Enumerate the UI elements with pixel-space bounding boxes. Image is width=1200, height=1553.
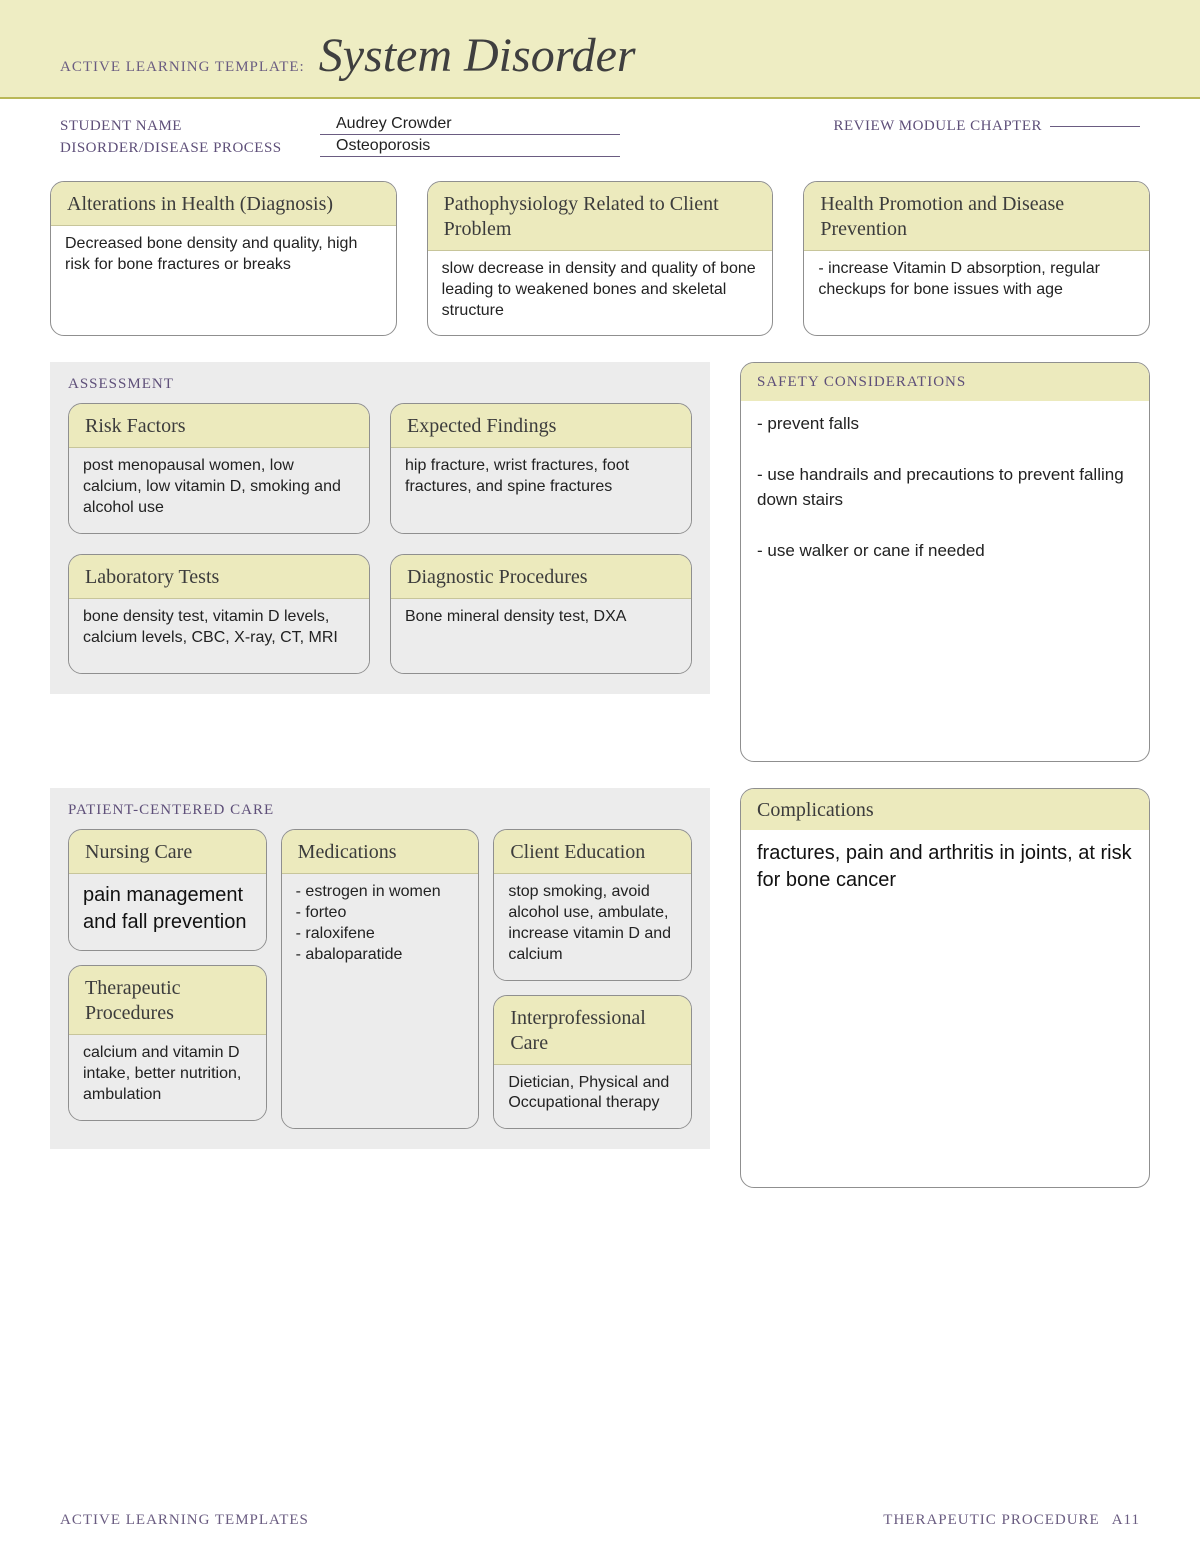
card-alterations: Alterations in Health (Diagnosis) Decrea…	[50, 181, 397, 336]
card-body[interactable]: Bone mineral density test, DXA	[391, 599, 691, 673]
footer: ACTIVE LEARNING TEMPLATES THERAPEUTIC PR…	[0, 1512, 1200, 1529]
card-therapeutic-procedures: Therapeutic Procedures calcium and vitam…	[68, 965, 267, 1120]
card-title: Expected Findings	[391, 404, 691, 448]
card-body[interactable]: bone density test, vitamin D levels, cal…	[69, 599, 369, 673]
card-body[interactable]: - prevent falls - use handrails and prec…	[741, 401, 1149, 762]
card-interprofessional-care: Interprofessional Care Dietician, Physic…	[493, 995, 692, 1130]
card-title: Health Promotion and Disease Prevention	[804, 182, 1149, 251]
card-body[interactable]: - estrogen in women - forteo - raloxifen…	[282, 874, 479, 1128]
student-name-field[interactable]: Audrey Crowder	[320, 115, 620, 135]
header-prefix: ACTIVE LEARNING TEMPLATE:	[60, 59, 305, 76]
card-complications: Complications fractures, pain and arthri…	[740, 788, 1150, 1188]
section-label: ASSESSMENT	[68, 376, 692, 393]
review-chapter-label: REVIEW MODULE CHAPTER	[833, 118, 1042, 135]
card-safety: SAFETY CONSIDERATIONS - prevent falls - …	[740, 362, 1150, 762]
card-title: Therapeutic Procedures	[69, 966, 266, 1035]
card-body[interactable]: pain management and fall prevention	[69, 874, 266, 950]
disorder-label: DISORDER/DISEASE PROCESS	[60, 140, 320, 157]
card-client-education: Client Education stop smoking, avoid alc…	[493, 829, 692, 980]
assessment-row: ASSESSMENT Risk Factors post menopausal …	[50, 362, 1150, 788]
student-name-label: STUDENT NAME	[60, 118, 320, 135]
card-title: Alterations in Health (Diagnosis)	[51, 182, 396, 226]
pcc-row: PATIENT-CENTERED CARE Nursing Care pain …	[50, 788, 1150, 1188]
card-pathophysiology: Pathophysiology Related to Client Proble…	[427, 181, 774, 336]
card-body[interactable]: hip fracture, wrist fractures, foot frac…	[391, 448, 691, 532]
card-title: Diagnostic Procedures	[391, 555, 691, 599]
card-laboratory-tests: Laboratory Tests bone density test, vita…	[68, 554, 370, 674]
card-title: Nursing Care	[69, 830, 266, 874]
footer-right: THERAPEUTIC PROCEDUREA11	[883, 1512, 1140, 1529]
card-body[interactable]: calcium and vitamin D intake, better nut…	[69, 1035, 266, 1119]
card-title: Pathophysiology Related to Client Proble…	[428, 182, 773, 251]
card-body[interactable]: fractures, pain and arthritis in joints,…	[741, 830, 1149, 1187]
card-medications: Medications - estrogen in women - forteo…	[281, 829, 480, 1129]
assessment-section: ASSESSMENT Risk Factors post menopausal …	[50, 362, 710, 693]
pcc-section: PATIENT-CENTERED CARE Nursing Care pain …	[50, 788, 710, 1149]
card-title: SAFETY CONSIDERATIONS	[757, 373, 1133, 393]
card-body[interactable]: stop smoking, avoid alcohol use, ambulat…	[494, 874, 691, 979]
card-title: Risk Factors	[69, 404, 369, 448]
page-title: System Disorder	[319, 28, 636, 83]
card-title: Interprofessional Care	[494, 996, 691, 1065]
card-body[interactable]: - increase Vitamin D absorption, regular…	[804, 251, 1149, 335]
card-title: Laboratory Tests	[69, 555, 369, 599]
card-body[interactable]: post menopausal women, low calcium, low …	[69, 448, 369, 532]
card-body[interactable]: slow decrease in density and quality of …	[428, 251, 773, 335]
page: ACTIVE LEARNING TEMPLATE: System Disorde…	[0, 0, 1200, 1553]
card-body[interactable]: Decreased bone density and quality, high…	[51, 226, 396, 335]
card-title: Medications	[282, 830, 479, 874]
card-diagnostic-procedures: Diagnostic Procedures Bone mineral densi…	[390, 554, 692, 674]
card-nursing-care: Nursing Care pain management and fall pr…	[68, 829, 267, 951]
disorder-field[interactable]: Osteoporosis	[320, 137, 620, 157]
card-risk-factors: Risk Factors post menopausal women, low …	[68, 403, 370, 533]
card-health-promotion: Health Promotion and Disease Prevention …	[803, 181, 1150, 336]
footer-left: ACTIVE LEARNING TEMPLATES	[60, 1512, 309, 1529]
review-chapter-field[interactable]	[1050, 126, 1140, 127]
meta-block: STUDENT NAME Audrey Crowder REVIEW MODUL…	[0, 99, 1200, 181]
card-expected-findings: Expected Findings hip fracture, wrist fr…	[390, 403, 692, 533]
section-label: PATIENT-CENTERED CARE	[68, 802, 692, 819]
card-body[interactable]: Dietician, Physical and Occupational the…	[494, 1065, 691, 1129]
header-band: ACTIVE LEARNING TEMPLATE: System Disorde…	[0, 0, 1200, 99]
card-title: Client Education	[494, 830, 691, 874]
top-cards-row: Alterations in Health (Diagnosis) Decrea…	[50, 181, 1150, 336]
card-title: Complications	[757, 799, 1133, 822]
